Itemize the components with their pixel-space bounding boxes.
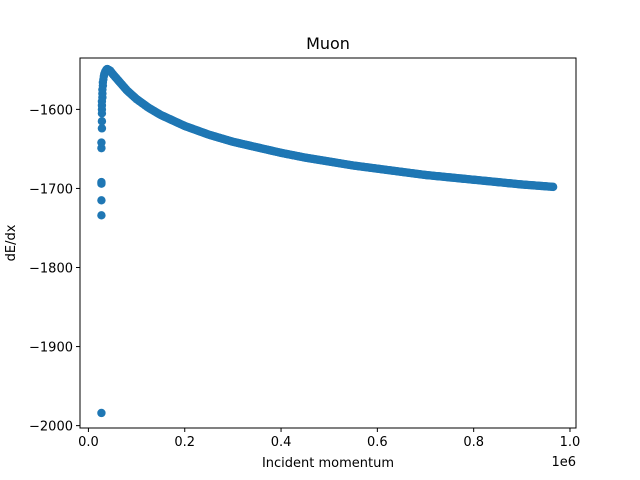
data-point	[97, 177, 106, 187]
scatter-points	[97, 64, 558, 418]
data-point	[97, 124, 107, 133]
x-offset-text: 1e6	[551, 455, 576, 470]
y-axis-label: dE/dx	[4, 224, 19, 261]
x-tick-label: 0.4	[271, 435, 292, 450]
data-point	[97, 211, 106, 220]
y-tick-label: −1600	[29, 103, 73, 118]
y-tick-label: −1700	[29, 182, 73, 197]
data-point	[97, 138, 106, 147]
data-point	[97, 196, 106, 205]
y-tick-label: −1800	[29, 262, 73, 277]
data-point	[548, 182, 558, 192]
x-axis-label: Incident momentum	[262, 456, 394, 471]
chart-title: Muon	[306, 34, 350, 53]
x-axis: 0.0 0.2 0.4 0.6 0.8 1.0	[78, 428, 580, 450]
plot-frame	[79, 57, 577, 429]
x-tick-label: 1.0	[560, 435, 581, 450]
x-tick-label: 0.2	[174, 435, 195, 450]
x-tick-label: 0.6	[367, 435, 388, 450]
data-point	[97, 408, 106, 418]
data-point	[97, 117, 107, 126]
y-tick-label: −1900	[29, 341, 73, 356]
x-tick-label: 0.0	[78, 435, 99, 450]
y-tick-label: −2000	[29, 420, 73, 435]
x-tick-label: 0.8	[463, 435, 484, 450]
y-axis: −2000 −1900 −1800 −1700 −1600	[29, 103, 80, 435]
